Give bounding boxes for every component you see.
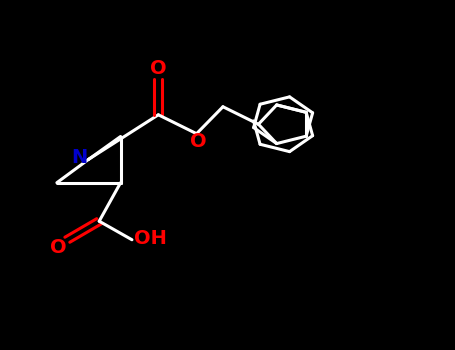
Text: O: O	[50, 238, 66, 257]
Text: O: O	[190, 132, 206, 151]
Text: O: O	[150, 60, 167, 78]
Text: N: N	[71, 148, 88, 167]
Text: OH: OH	[134, 229, 167, 248]
